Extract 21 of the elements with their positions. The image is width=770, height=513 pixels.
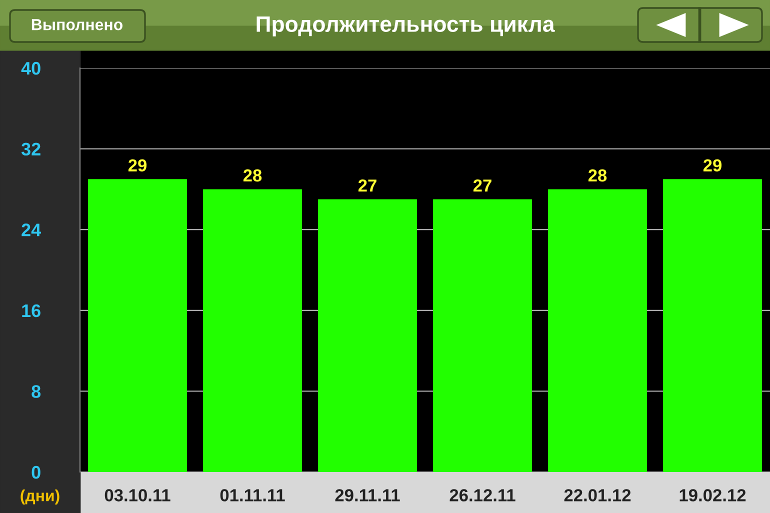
y-tick-label: 32 bbox=[21, 142, 40, 156]
y-axis-title: (дни) bbox=[20, 490, 60, 504]
y-tick-label: 0 bbox=[32, 466, 40, 479]
data-label: 29 bbox=[703, 159, 722, 172]
x-tick-label: 22.01.12 bbox=[564, 489, 631, 502]
x-tick-label: 19.02.12 bbox=[680, 489, 746, 502]
data-label: 29 bbox=[128, 159, 147, 172]
x-tick-label: 26.12.11 bbox=[450, 489, 516, 502]
data-label: 28 bbox=[243, 169, 262, 182]
chart-title: Продолжительность цикла bbox=[256, 16, 555, 36]
data-label: 27 bbox=[473, 179, 492, 192]
data-label: 27 bbox=[358, 179, 376, 192]
x-tick-label: 29.11.11 bbox=[335, 489, 400, 502]
y-tick-label: 8 bbox=[32, 385, 41, 398]
data-label: 28 bbox=[588, 169, 607, 182]
y-tick-label: 16 bbox=[22, 304, 40, 318]
x-tick-label: 03.10.11 bbox=[104, 489, 170, 502]
y-tick-label: 40 bbox=[21, 62, 40, 75]
x-tick-label: 01.11.11 bbox=[220, 489, 285, 502]
text: Выполнено bbox=[32, 19, 123, 30]
y-tick-label: 24 bbox=[22, 224, 42, 236]
